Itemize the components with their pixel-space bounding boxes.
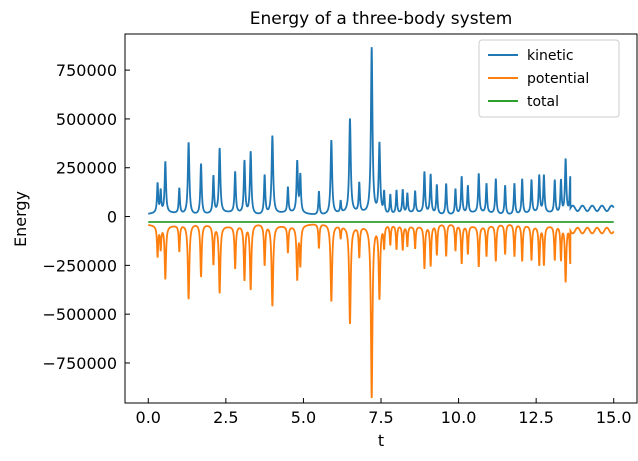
axis-ticks: 0.0 2.5 5.0 7.5 10.0 12.5 15.0 −750000 −500000 −2…	[43, 61, 632, 427]
x-tick-label: 12.5	[518, 408, 554, 427]
x-tick-label: 2.5	[213, 408, 238, 427]
x-tick-label: 5.0	[291, 408, 316, 427]
y-tick-label: −750000	[43, 354, 117, 373]
potential-line	[148, 223, 615, 399]
x-axis-label: t	[378, 431, 384, 450]
legend-label-kinetic: kinetic	[527, 48, 574, 64]
x-tick-label: 7.5	[368, 408, 393, 427]
y-tick-label: 500000	[56, 110, 117, 129]
y-tick-label: 750000	[56, 61, 117, 80]
x-tick-label: 0.0	[136, 408, 161, 427]
kinetic-line	[148, 47, 615, 215]
plot-frame	[124, 33, 638, 404]
y-axis-label: Energy	[11, 191, 30, 247]
chart-title: Energy of a three-body system	[250, 9, 513, 29]
y-tick-label: −500000	[43, 305, 117, 324]
x-tick-label: 15.0	[596, 408, 632, 427]
plot-lines	[148, 47, 615, 399]
y-tick-label: 250000	[56, 159, 117, 178]
legend-label-potential: potential	[527, 71, 589, 87]
legend: kinetic potential total	[478, 39, 620, 118]
y-tick-label: −250000	[43, 256, 117, 275]
legend-label-total: total	[527, 94, 559, 110]
legend-box	[478, 39, 620, 118]
x-tick-label: 10.0	[441, 408, 477, 427]
y-tick-label: 0	[107, 208, 117, 227]
